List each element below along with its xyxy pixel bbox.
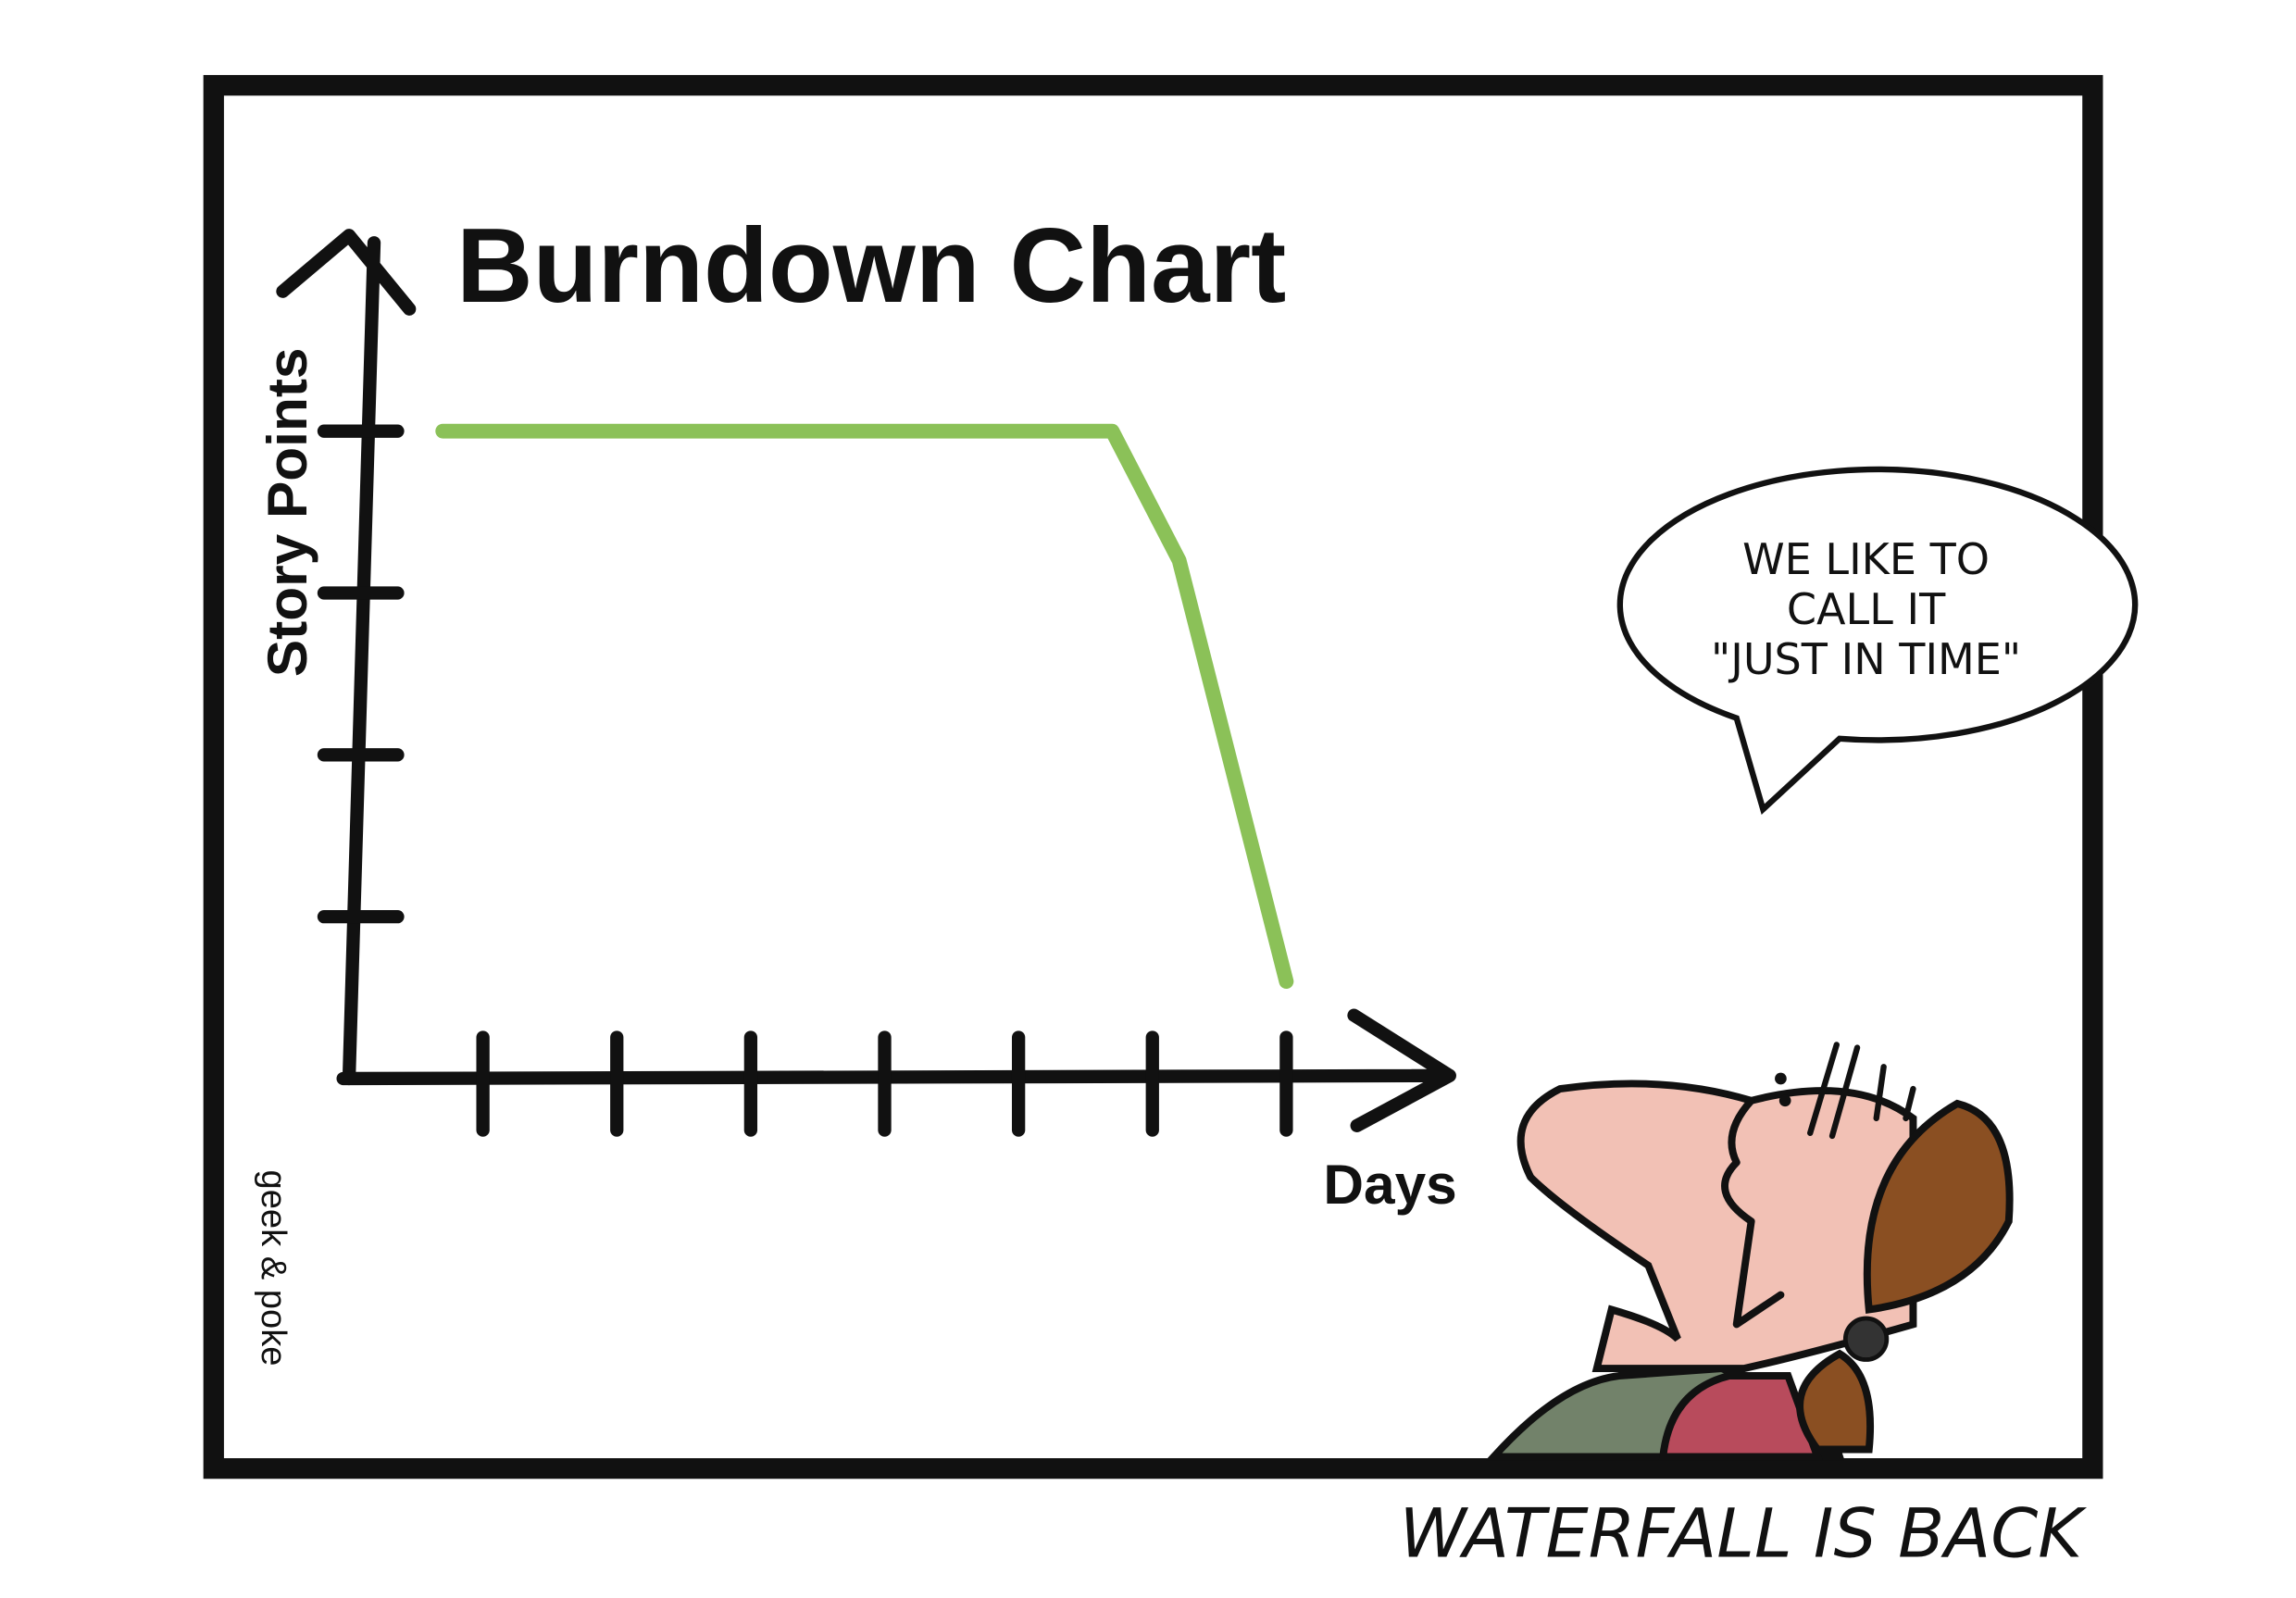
speech-bubble bbox=[1616, 466, 2139, 815]
hair bbox=[1863, 1099, 2014, 1315]
caption: WATERFALL IS BACK bbox=[1400, 1494, 2088, 1573]
credit: geek & poke bbox=[254, 1170, 293, 1367]
burndown-line bbox=[435, 423, 1294, 990]
eye bbox=[1775, 1072, 1787, 1085]
bubble-line: "JUST IN TIME" bbox=[1711, 634, 2021, 684]
hair-tie bbox=[1842, 1316, 1890, 1362]
bubble-line: WE LIKE TO bbox=[1742, 534, 1990, 584]
character-shirt-2 bbox=[1658, 1372, 1823, 1461]
eyebrows bbox=[1807, 1042, 1916, 1140]
y-axis-label: Story Points bbox=[256, 347, 318, 677]
y-axis bbox=[276, 229, 417, 1086]
chart-title: Burndown Chart bbox=[456, 206, 1286, 325]
bubble-line: CALL IT bbox=[1787, 584, 1946, 634]
x-axis-label: Days bbox=[1323, 1153, 1456, 1216]
ponytail bbox=[1796, 1349, 1875, 1454]
x-axis bbox=[336, 1008, 1456, 1132]
face-outline bbox=[1721, 1096, 1785, 1329]
eye bbox=[1778, 1094, 1791, 1107]
character-faces bbox=[1516, 1080, 1917, 1373]
